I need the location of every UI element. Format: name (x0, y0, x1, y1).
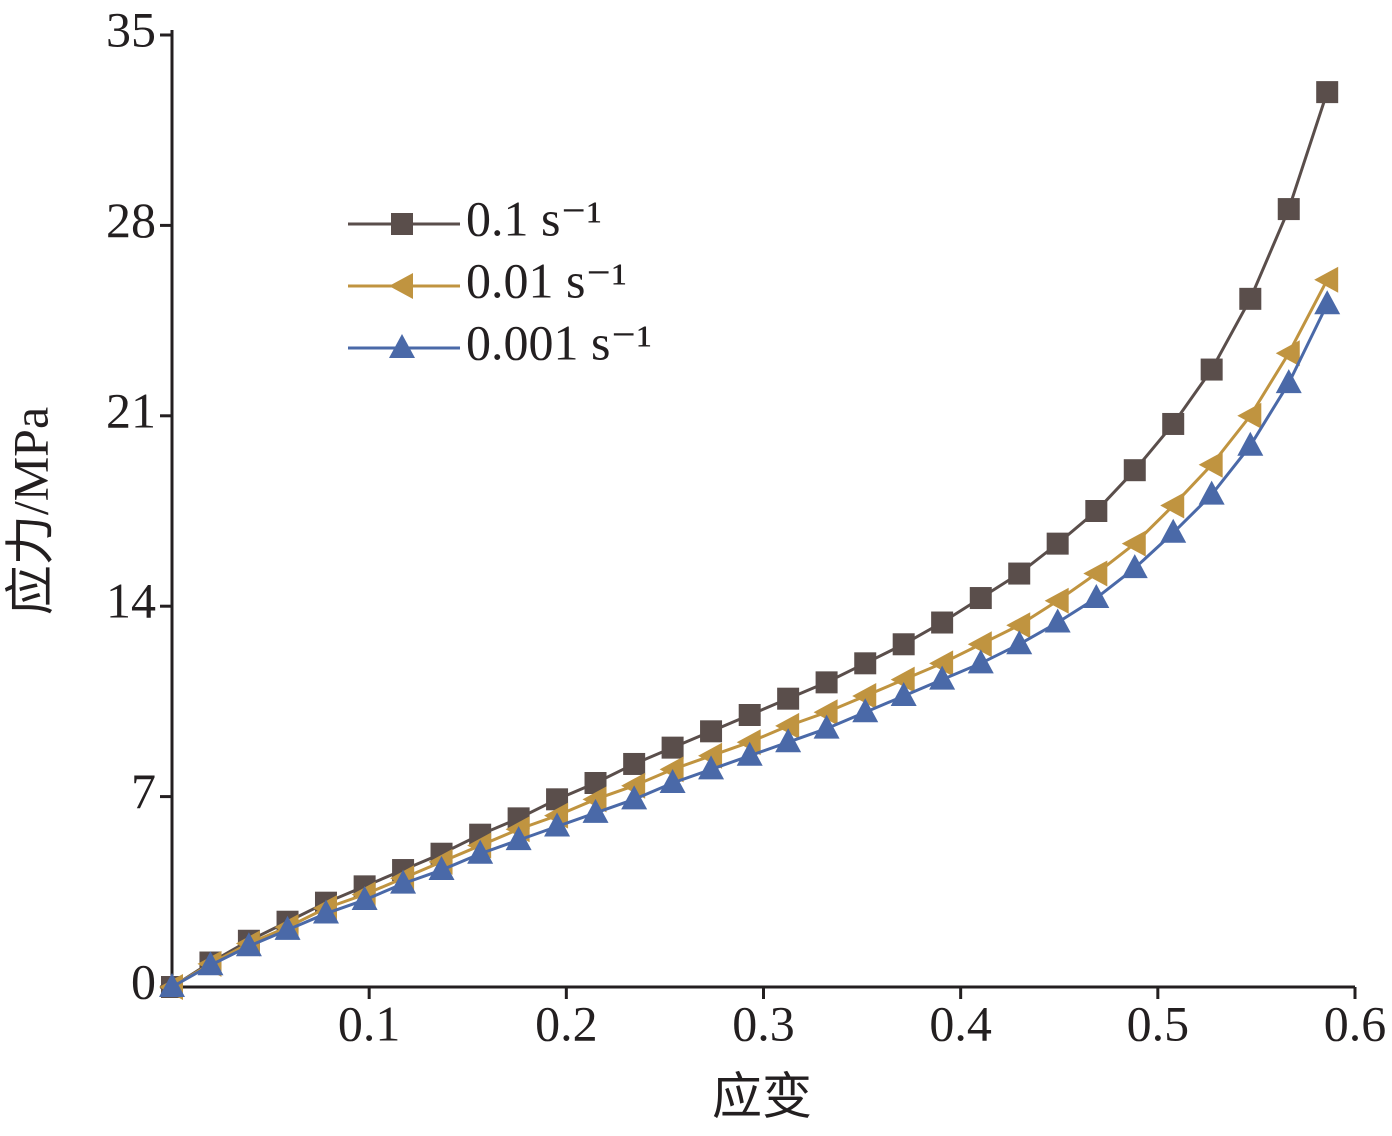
y-tick-label: 35 (106, 1, 156, 57)
marker (428, 856, 455, 881)
legend-label: 0.001 s⁻¹ (466, 314, 652, 370)
marker (1046, 532, 1069, 555)
y-tick-label: 21 (106, 382, 156, 438)
marker (890, 666, 915, 693)
y-tick-label: 28 (106, 192, 156, 248)
marker (159, 973, 185, 997)
marker (967, 631, 992, 658)
marker (1237, 431, 1264, 456)
marker (1083, 560, 1108, 587)
marker (1006, 630, 1033, 655)
marker (736, 729, 761, 756)
y-axis-label: 应力/MPa (2, 407, 58, 615)
marker (312, 899, 339, 924)
marker (1085, 500, 1108, 522)
marker (582, 786, 607, 813)
marker (1044, 587, 1069, 614)
marker (1123, 459, 1146, 482)
marker (1160, 492, 1185, 519)
legend-label: 0.01 s⁻¹ (466, 252, 627, 308)
marker (546, 788, 569, 811)
legend-marker (389, 273, 413, 299)
marker (854, 652, 877, 675)
marker (1237, 402, 1262, 429)
legend-marker (389, 334, 415, 358)
legend-marker (391, 213, 413, 235)
marker (698, 755, 725, 780)
marker (892, 633, 915, 656)
marker (815, 671, 838, 694)
legend-label: 0.1 s⁻¹ (466, 190, 602, 246)
marker (621, 772, 646, 799)
marker (274, 915, 301, 940)
x-tick-label: 0.2 (535, 995, 598, 1051)
marker (505, 826, 532, 851)
marker (852, 698, 879, 723)
y-tick-label: 0 (131, 953, 156, 1009)
marker (467, 839, 494, 864)
series-line (171, 303, 1329, 989)
marker (736, 741, 763, 766)
marker (1044, 608, 1071, 633)
marker (929, 650, 954, 677)
marker (1083, 584, 1110, 609)
series-line (171, 279, 1329, 989)
x-axis-label: 应变 (712, 1068, 812, 1124)
marker (584, 772, 607, 794)
marker (1121, 554, 1148, 579)
marker (1198, 451, 1223, 478)
marker (777, 687, 800, 710)
marker (775, 712, 800, 739)
marker (1314, 290, 1341, 315)
marker (1239, 287, 1262, 310)
marker (1006, 612, 1031, 639)
marker (969, 587, 992, 610)
y-tick-label: 7 (131, 763, 156, 819)
marker (1121, 530, 1146, 557)
marker (235, 932, 262, 957)
marker (659, 769, 686, 793)
marker (700, 720, 723, 743)
y-tick-label: 14 (106, 573, 156, 629)
marker (197, 951, 224, 976)
marker (1277, 198, 1300, 221)
marker (698, 742, 723, 769)
marker (621, 785, 648, 810)
marker (351, 885, 378, 910)
marker (661, 736, 684, 759)
marker (1275, 369, 1302, 394)
x-tick-label: 0.3 (732, 995, 795, 1051)
series-line (171, 91, 1329, 989)
marker (967, 649, 994, 674)
marker (1314, 266, 1339, 293)
marker (582, 798, 609, 823)
x-tick-label: 0.1 (338, 995, 401, 1051)
marker (390, 869, 417, 894)
marker (775, 728, 802, 753)
x-tick-label: 0.5 (1127, 995, 1190, 1051)
marker (852, 682, 877, 709)
marker (931, 611, 954, 634)
marker (813, 699, 838, 726)
marker (890, 681, 917, 706)
marker (929, 665, 956, 690)
x-tick-label: 0.4 (929, 995, 992, 1051)
x-tick-label: 0.6 (1324, 995, 1387, 1051)
marker (1198, 480, 1225, 505)
marker (1162, 412, 1185, 435)
marker (813, 714, 840, 739)
marker (1160, 518, 1187, 543)
marker (1275, 340, 1300, 367)
marker (738, 704, 761, 726)
marker (659, 756, 684, 783)
marker (1316, 81, 1339, 104)
marker (623, 752, 646, 775)
marker (544, 812, 571, 837)
marker (1008, 562, 1031, 585)
marker (1200, 358, 1223, 381)
